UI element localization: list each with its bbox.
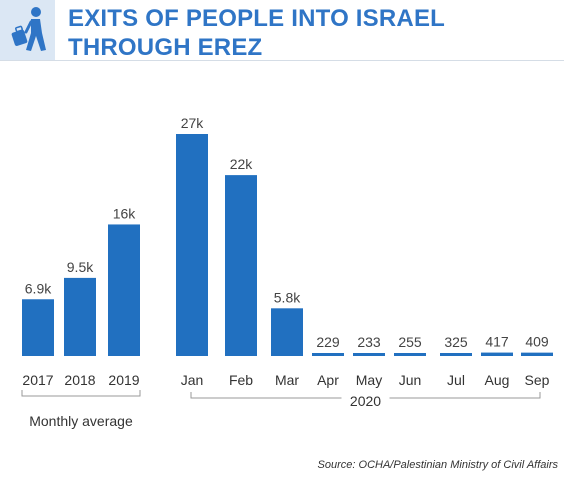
data-label-2019: 16k — [113, 205, 137, 221]
title-divider — [0, 60, 564, 61]
source-note: Source: OCHA/Palestinian Ministry of Civ… — [317, 459, 558, 471]
x-tick-2019: 2019 — [108, 372, 139, 388]
data-label-may: 233 — [357, 334, 381, 350]
data-label-sep: 409 — [525, 334, 549, 350]
x-tick-jul: Jul — [447, 372, 465, 388]
x-tick-sep: Sep — [525, 372, 550, 388]
bar-2017 — [22, 299, 54, 356]
data-label-jul: 325 — [444, 334, 468, 350]
header-icon-box — [0, 0, 55, 60]
person-walking-with-bag-icon — [11, 7, 46, 51]
data-label-mar: 5.8k — [274, 289, 301, 305]
bar-apr — [312, 353, 344, 356]
bar-feb — [225, 175, 257, 356]
data-label-2017: 6.9k — [25, 280, 52, 296]
x-tick-2018: 2018 — [64, 372, 95, 388]
bar-2019 — [108, 224, 140, 356]
group-bracket-monthly-average — [21, 390, 141, 397]
title-line-1: EXITS OF PEOPLE INTO ISRAEL — [68, 5, 446, 32]
bar-2018 — [64, 277, 96, 356]
x-tick-feb: Feb — [229, 372, 253, 388]
bar-mar — [271, 308, 303, 356]
chart-title: EXITS OF PEOPLE INTO ISRAEL THROUGH EREZ — [68, 4, 445, 62]
group-label-2020: 2020 — [350, 393, 381, 409]
data-label-apr: 229 — [316, 334, 340, 350]
bar-jul — [440, 353, 472, 356]
x-tick-jan: Jan — [181, 372, 204, 388]
x-tick-may: May — [356, 372, 382, 388]
bar-jun — [394, 353, 426, 356]
data-label-feb: 22k — [230, 156, 254, 172]
x-tick-mar: Mar — [275, 372, 299, 388]
x-tick-jun: Jun — [399, 372, 422, 388]
data-label-2018: 9.5k — [67, 259, 94, 275]
data-label-jan: 27k — [181, 115, 205, 131]
group-label-monthly-average: Monthly average — [29, 413, 133, 429]
x-tick-apr: Apr — [317, 372, 339, 388]
data-label-aug: 417 — [485, 334, 509, 350]
bar-sep — [521, 352, 553, 356]
bar-may — [353, 353, 385, 356]
group-bracket-right-2020 — [389, 392, 541, 399]
bar-aug — [481, 352, 513, 356]
bar-jan — [176, 134, 208, 356]
group-bracket-left-2020 — [190, 392, 342, 399]
data-label-jun: 255 — [398, 334, 422, 350]
title-line-2: THROUGH EREZ — [68, 34, 263, 61]
x-tick-2017: 2017 — [22, 372, 53, 388]
x-tick-aug: Aug — [485, 372, 510, 388]
